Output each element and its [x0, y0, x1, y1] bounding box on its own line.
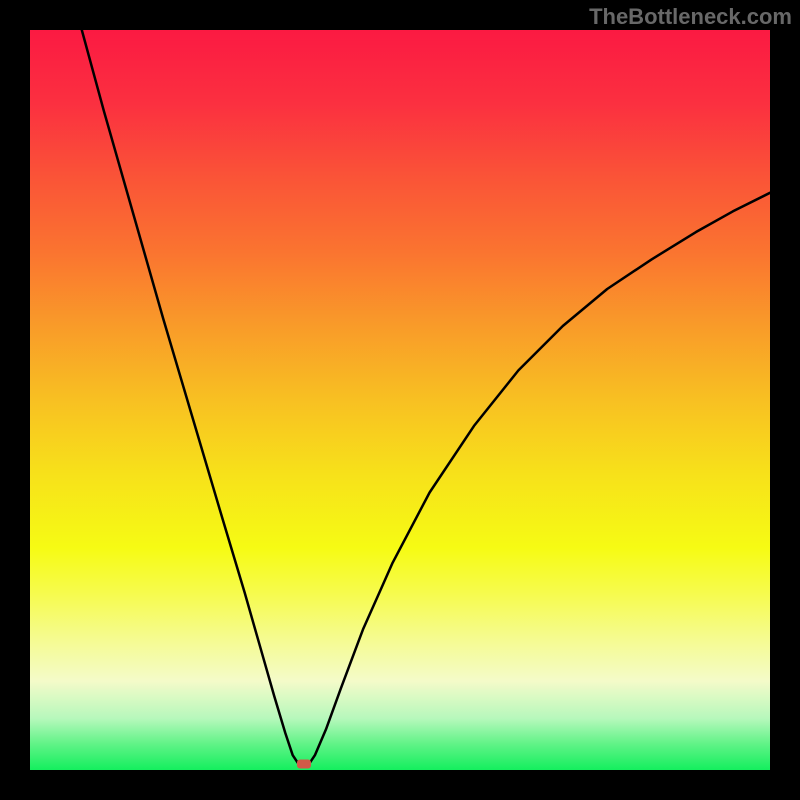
optimum-marker: [297, 760, 311, 769]
watermark-text: TheBottleneck.com: [589, 4, 792, 30]
curve-svg: [30, 30, 770, 770]
plot-area: [30, 30, 770, 770]
chart-container: TheBottleneck.com: [0, 0, 800, 800]
bottleneck-curve: [82, 30, 770, 766]
